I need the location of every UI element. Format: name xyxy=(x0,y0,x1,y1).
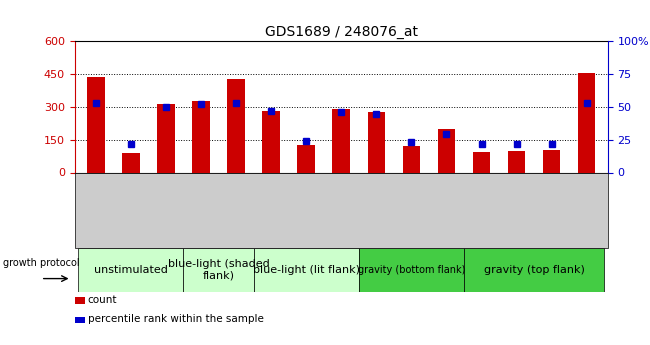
Text: GSM87738: GSM87738 xyxy=(261,176,271,229)
Text: GSM87741: GSM87741 xyxy=(367,176,376,229)
Bar xyxy=(122,153,140,172)
Bar xyxy=(402,146,420,172)
Bar xyxy=(78,248,183,292)
Bar xyxy=(359,248,464,292)
Text: GSM87736: GSM87736 xyxy=(191,176,201,229)
Bar xyxy=(298,145,315,172)
Text: GSM87746: GSM87746 xyxy=(541,176,552,229)
Text: gravity (top flank): gravity (top flank) xyxy=(484,265,584,275)
Bar xyxy=(578,73,595,172)
Text: GSM87737: GSM87737 xyxy=(226,176,236,229)
Text: GSM87748: GSM87748 xyxy=(86,176,96,229)
Text: blue-light (lit flank): blue-light (lit flank) xyxy=(253,265,359,275)
Text: blue-light (shaded
flank): blue-light (shaded flank) xyxy=(168,259,269,281)
Bar xyxy=(227,79,245,172)
Text: percentile rank within the sample: percentile rank within the sample xyxy=(88,314,264,324)
Bar xyxy=(157,104,175,172)
Bar xyxy=(183,248,254,292)
Bar xyxy=(87,77,105,172)
Text: GSM87740: GSM87740 xyxy=(332,176,341,229)
Text: GSM87743: GSM87743 xyxy=(436,176,447,229)
Bar xyxy=(437,129,455,172)
Text: unstimulated: unstimulated xyxy=(94,265,168,275)
Text: GSM87750: GSM87750 xyxy=(156,176,166,229)
Text: GSM87742: GSM87742 xyxy=(402,176,411,229)
Text: GSM87744: GSM87744 xyxy=(471,176,482,229)
Bar xyxy=(192,101,210,172)
Bar xyxy=(263,111,280,172)
Bar xyxy=(254,248,359,292)
Bar xyxy=(464,248,604,292)
Text: GSM87745: GSM87745 xyxy=(506,176,517,229)
Bar xyxy=(333,109,350,172)
Text: count: count xyxy=(88,295,117,305)
Text: growth protocol: growth protocol xyxy=(3,258,80,268)
Text: GSM87739: GSM87739 xyxy=(296,176,306,229)
Bar xyxy=(543,150,560,172)
Text: GSM87747: GSM87747 xyxy=(577,176,587,229)
Title: GDS1689 / 248076_at: GDS1689 / 248076_at xyxy=(265,25,418,39)
Bar xyxy=(473,152,490,172)
Text: GSM87749: GSM87749 xyxy=(121,176,131,229)
Text: gravity (bottom flank): gravity (bottom flank) xyxy=(358,265,465,275)
Bar xyxy=(508,151,525,172)
Bar xyxy=(367,112,385,172)
